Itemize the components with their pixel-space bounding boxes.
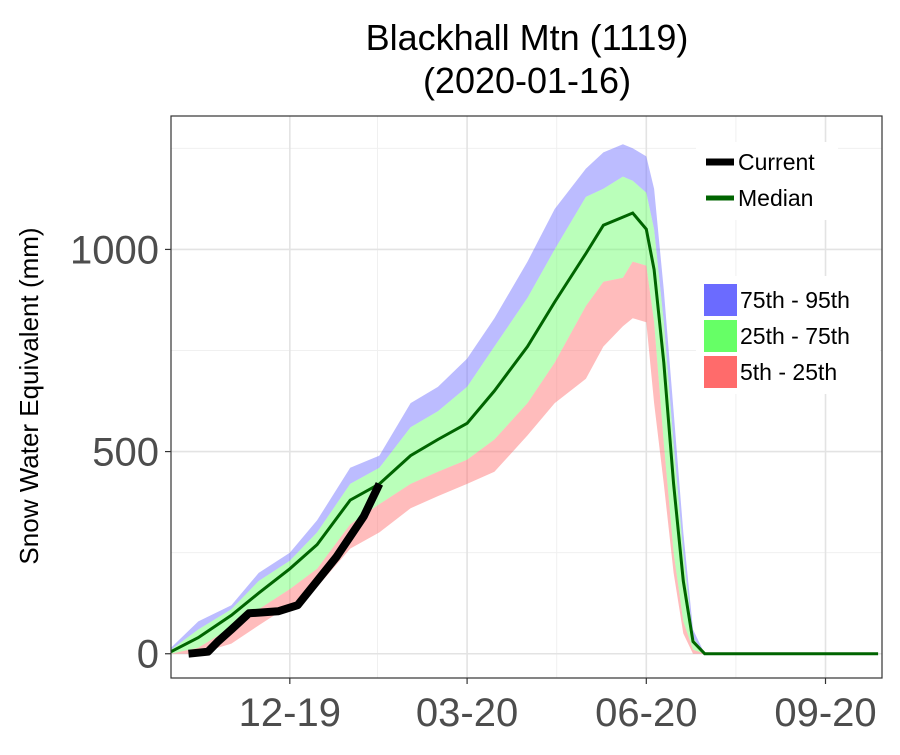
legend-band-label: 75th - 95th	[740, 287, 850, 313]
legend-band-swatch	[704, 356, 737, 388]
y-axis-label: Snow Water Equivalent (mm)	[14, 227, 44, 564]
x-tick-label: 09-20	[774, 691, 876, 735]
x-tick-label: 06-20	[595, 691, 697, 735]
y-tick-label: 0	[137, 633, 159, 677]
chart-title: Blackhall Mtn (1119)	[366, 17, 689, 58]
y-tick-label: 1000	[70, 228, 159, 272]
legend-bands: 75th - 95th 25th - 75th 5th - 25th	[696, 276, 880, 394]
plot-area: 0 500 1000 12-19 03-20 06-20 09-20 Current Media…	[70, 115, 883, 735]
legend-lines-background	[696, 142, 838, 220]
plot-border	[170, 115, 883, 679]
median-line	[170, 211, 879, 656]
x-tick-label: 03-20	[416, 691, 518, 735]
legend-line-label: Current	[738, 149, 815, 175]
current-line	[188, 482, 384, 658]
legend-band-swatch	[704, 320, 737, 352]
y-tick-label: 500	[92, 431, 159, 475]
legend-band-label: 5th - 25th	[740, 359, 837, 385]
legend-line-label: Median	[738, 185, 813, 211]
x-tick-label: 12-19	[239, 691, 341, 735]
chart-subtitle: (2020-01-16)	[423, 60, 631, 101]
legend-band-swatch	[704, 284, 737, 316]
legend-lines: Current Median	[696, 142, 838, 220]
legend-band-label: 25th - 75th	[740, 323, 850, 349]
